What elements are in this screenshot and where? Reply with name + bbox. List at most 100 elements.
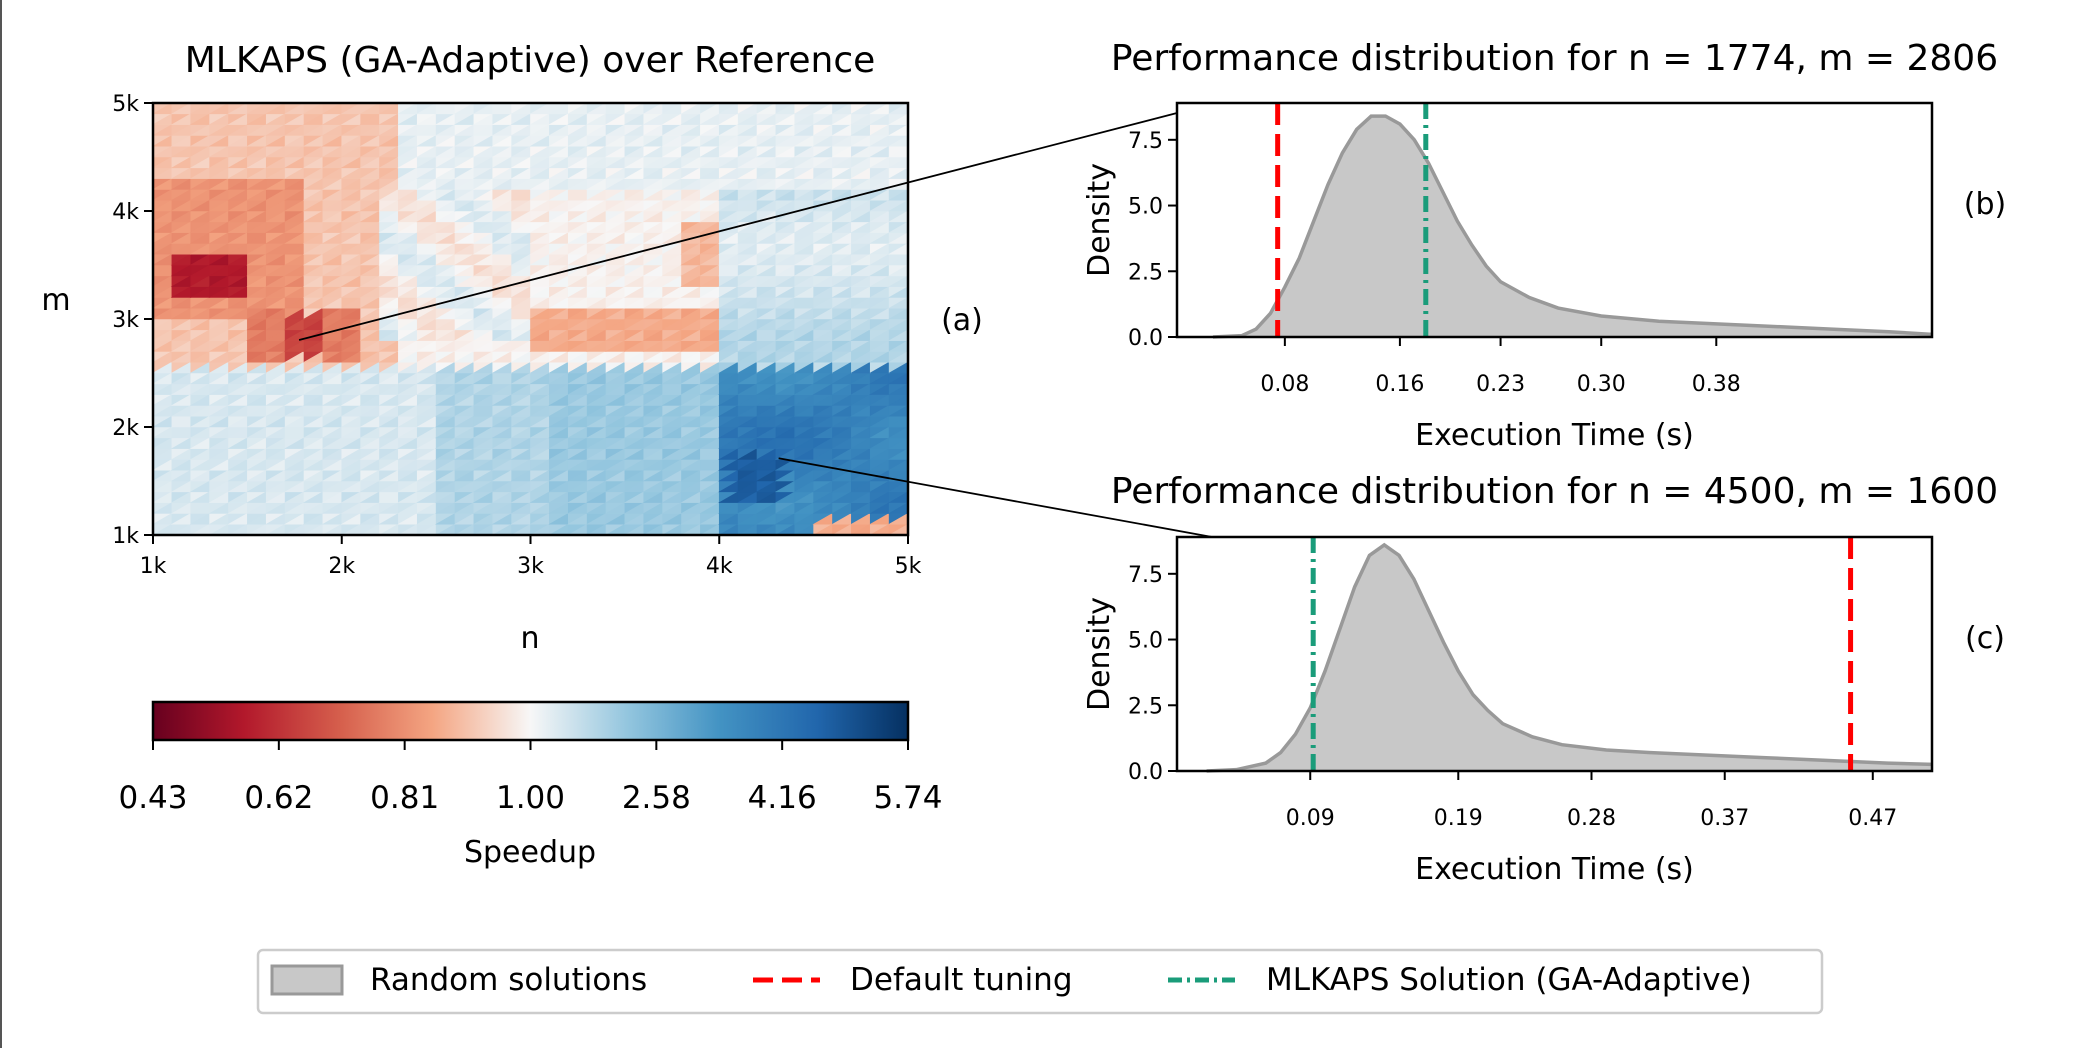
heatmap-x-ticks: 1k 2k 3k 4k 5k [140, 535, 922, 579]
colorbar-ticks: 0.43 0.62 0.81 1.00 2.58 4.16 5.74 [118, 740, 943, 816]
heatmap-cell [887, 210, 908, 223]
distribution-x-label: Execution Time (s) [1415, 418, 1694, 453]
distribution-y-label: Density [1082, 163, 1117, 277]
colorbar [151, 700, 910, 742]
density-fill [1212, 116, 1932, 338]
colorbar-tick-label: 5.74 [873, 780, 942, 816]
panel-label: (b) [1964, 187, 2006, 222]
heatmap-cell [887, 145, 908, 158]
panel-label-a: (a) [941, 303, 983, 338]
heatmap-cell [887, 383, 908, 395]
legend-box [256, 948, 1824, 1015]
heatmap-cell [887, 253, 908, 266]
colorbar-tick-label: 4.16 [748, 780, 817, 816]
distribution-x-tick-label: 0.30 [1577, 372, 1626, 397]
panel-label: (c) [1965, 621, 2005, 656]
heatmap-cell [887, 415, 908, 428]
heatmap-x-tick-label: 3k [517, 554, 544, 579]
heatmap-cell [887, 307, 908, 320]
distribution-x-tick-label: 0.38 [1692, 372, 1741, 397]
heatmap-cell [887, 513, 908, 525]
heatmap-title: MLKAPS (GA-Adaptive) over Reference [185, 40, 876, 81]
distribution-panel-b: Performance distribution for n = 1774, m… [1082, 38, 2006, 453]
heatmap-cell [887, 469, 908, 482]
distribution-x-label: Execution Time (s) [1415, 852, 1694, 887]
heatmap-cell [887, 232, 908, 244]
heatmap-cell [887, 243, 908, 255]
distribution-x-tick-label: 0.16 [1375, 372, 1424, 397]
distribution-x-tick-label: 0.08 [1260, 372, 1309, 397]
heatmap-cell [887, 459, 908, 471]
legend-label-default: Default tuning [850, 962, 1073, 998]
heatmap-x-tick-label: 1k [140, 554, 167, 579]
legend-patch-random [270, 964, 344, 996]
heatmap-cell [887, 405, 908, 417]
colorbar-tick-label: 1.00 [496, 780, 565, 816]
heatmap-cell [887, 437, 908, 449]
heatmap-cell [887, 372, 908, 385]
heatmap-y-tick-label: 5k [112, 92, 139, 117]
callout-line-b [298, 112, 1178, 341]
heatmap-y-tick-label: 1k [112, 524, 139, 549]
heatmap-x-tick-label: 5k [895, 554, 922, 579]
heatmap-cell [887, 103, 908, 115]
distribution-title: Performance distribution for n = 4500, m… [1111, 471, 1998, 512]
heatmap-cell [887, 189, 908, 201]
heatmap-cell [887, 275, 908, 287]
heatmap-x-tick-label: 4k [706, 554, 733, 579]
heatmap-cell [887, 135, 908, 147]
heatmap-cell [887, 297, 908, 309]
distribution-y-tick-label: 0.0 [1128, 760, 1163, 785]
distribution-y-tick-label: 5.0 [1128, 195, 1163, 220]
colorbar-tick-label: 2.58 [622, 780, 691, 816]
density-curve [1212, 114, 1933, 339]
left-border [0, 0, 2, 1048]
distribution-y-tick-label: 2.5 [1128, 694, 1163, 719]
heatmap-cell [887, 124, 908, 136]
heatmap-y-tick-label: 3k [112, 308, 139, 333]
heatmap-y-label: m [41, 283, 70, 318]
distribution-y-tick-label: 7.5 [1128, 563, 1163, 588]
heatmap-cell [887, 480, 908, 493]
distribution-y-tick-label: 0.0 [1128, 326, 1163, 351]
callout-lines [298, 112, 1213, 538]
heatmap-cell [887, 113, 908, 125]
distribution-x-tick-label: 0.37 [1700, 806, 1749, 831]
heatmap-cell [887, 351, 908, 363]
density-curve [1206, 542, 1933, 773]
distribution-frame [1175, 535, 1934, 773]
distribution-x-tick-label: 0.19 [1434, 806, 1483, 831]
distribution-x-tick-label: 0.23 [1476, 372, 1525, 397]
colorbar-tick-label: 0.62 [244, 780, 313, 816]
distribution-y-tick-label: 2.5 [1128, 260, 1163, 285]
heatmap-cell [887, 286, 908, 298]
heatmap-cells [153, 103, 908, 535]
heatmap-cell [887, 502, 908, 514]
heatmap-cell [888, 523, 908, 535]
distribution-y-label: Density [1082, 597, 1117, 711]
colorbar-tick-label: 0.81 [370, 780, 439, 816]
colorbar-label: Speedup [464, 835, 596, 870]
distribution-y-tick-label: 5.0 [1128, 629, 1163, 654]
heatmap-y-tick-label: 2k [112, 416, 139, 441]
distribution-frame [1175, 101, 1934, 339]
distribution-title: Performance distribution for n = 1774, m… [1111, 38, 1998, 79]
heatmap-y-tick-label: 4k [112, 200, 139, 225]
distribution-x-tick-label: 0.47 [1848, 806, 1897, 831]
legend: Random solutions Default tuning MLKAPS S… [256, 948, 1824, 1015]
heatmap-cell [887, 167, 908, 179]
density-fill [1206, 544, 1932, 771]
heatmap-cell [887, 264, 908, 277]
distribution-x-tick-label: 0.28 [1567, 806, 1616, 831]
heatmap-cell [887, 448, 908, 460]
heatmap-x-label: n [520, 621, 539, 656]
heatmap-cell [887, 156, 908, 169]
legend-label-mlkaps: MLKAPS Solution (GA-Adaptive) [1266, 962, 1752, 998]
callout-line-c [778, 457, 1213, 538]
distribution-x-tick-label: 0.09 [1286, 806, 1335, 831]
heatmap-cell [887, 199, 908, 212]
heatmap-cell [887, 361, 908, 374]
heatmap-cell [887, 318, 908, 331]
colorbar-tick-label: 0.43 [118, 780, 187, 816]
